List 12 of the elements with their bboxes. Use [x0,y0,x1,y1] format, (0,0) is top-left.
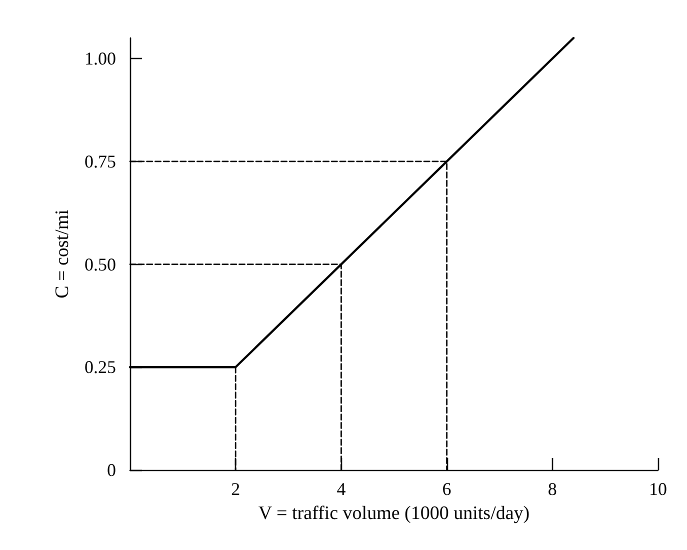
y-tick-label: 0.25 [84,357,116,378]
x-tick-label: 6 [442,479,452,499]
x-tick-label: 2 [231,479,240,499]
x-axis-title: V = traffic volume (1000 units/day) [258,503,530,524]
y-tick-label: 0.50 [84,254,116,274]
x-tick-label: 8 [548,479,557,499]
y-tick-label: 1.00 [84,48,116,69]
y-tick-label: 0.75 [84,151,116,172]
x-tick-label: 10 [649,479,667,499]
y-tick-label: 0 [107,460,116,480]
y-axis-title: C = cost/mi [52,210,73,298]
x-tick-label: 4 [336,479,346,499]
